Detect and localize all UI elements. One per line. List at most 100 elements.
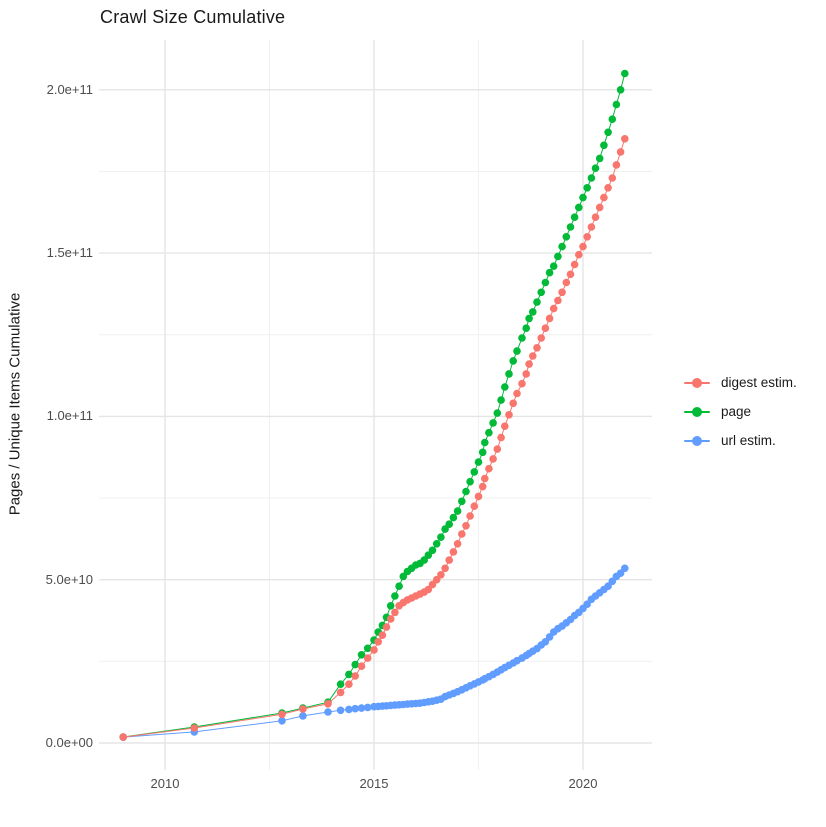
- data-point: [386, 615, 395, 623]
- data-point: [612, 161, 621, 169]
- data-point: [562, 278, 571, 287]
- data-point: [612, 100, 621, 109]
- data-point: [391, 592, 399, 600]
- data-point: [579, 193, 587, 202]
- data-point: [545, 268, 554, 277]
- data-point: [336, 680, 345, 688]
- data-point: [566, 223, 575, 231]
- data-point: [545, 314, 554, 323]
- data-point: [481, 474, 489, 483]
- data-point: [363, 644, 372, 653]
- y-tick-label: 1.0e+11: [46, 408, 93, 424]
- data-point: [466, 477, 474, 486]
- data-point: [493, 409, 502, 417]
- data-point: [587, 223, 596, 231]
- x-tick-label: 2020: [568, 776, 598, 791]
- legend-item-digest-estim: digest estim.: [684, 374, 797, 391]
- data-point: [558, 242, 566, 251]
- data-point: [533, 298, 541, 306]
- data-point: [621, 69, 629, 78]
- data-point: [386, 602, 395, 610]
- data-point: [470, 502, 479, 511]
- data-point: [570, 213, 579, 221]
- data-point: [497, 396, 505, 404]
- data-point: [336, 706, 345, 715]
- legend-item-page: page: [684, 403, 797, 420]
- data-point: [558, 288, 566, 297]
- x-tick-label: 2010: [150, 776, 180, 791]
- data-point: [501, 422, 509, 431]
- data-point: [505, 370, 513, 378]
- y-axis-title: Pages / Unique Items Cumulative: [6, 292, 24, 516]
- data-point: [621, 135, 629, 143]
- data-point: [449, 513, 458, 522]
- legend-dot-icon: [692, 407, 702, 417]
- data-point: [608, 115, 617, 123]
- data-point: [522, 370, 530, 378]
- data-point: [445, 556, 454, 564]
- data-point: [583, 184, 591, 192]
- data-point: [501, 383, 509, 391]
- data-point: [587, 174, 596, 182]
- data-point: [363, 654, 372, 662]
- data-point: [474, 492, 483, 501]
- data-point: [533, 344, 541, 352]
- data-point: [474, 458, 483, 466]
- data-point: [513, 347, 521, 355]
- data-point: [549, 304, 558, 313]
- data-point: [604, 128, 612, 137]
- legend: digest estim. page url estim.: [684, 374, 797, 461]
- data-point: [575, 203, 583, 212]
- data-point: [345, 670, 353, 679]
- data-point: [470, 468, 479, 476]
- data-point: [351, 660, 359, 669]
- data-point: [428, 546, 437, 555]
- data-point: [549, 262, 558, 270]
- data-point: [481, 438, 489, 447]
- chart-title: Crawl Size Cumulative: [100, 7, 286, 27]
- legend-label-digest: digest estim.: [721, 375, 797, 390]
- data-point: [462, 522, 470, 530]
- data-point: [441, 564, 449, 573]
- data-point: [518, 334, 526, 342]
- data-point: [449, 548, 458, 556]
- data-point: [299, 705, 307, 713]
- data-point: [370, 646, 378, 654]
- data-point: [437, 571, 445, 579]
- data-point: [509, 399, 517, 408]
- data-point: [529, 308, 537, 316]
- data-point: [537, 334, 545, 342]
- data-point: [541, 324, 550, 333]
- data-point: [485, 464, 493, 473]
- legend-key-page-icon: [684, 403, 710, 420]
- data-point: [591, 164, 600, 172]
- data-point: [575, 250, 583, 259]
- data-point: [345, 680, 353, 688]
- data-point: [278, 710, 286, 719]
- legend-label-url: url estim.: [721, 433, 776, 448]
- data-point: [505, 411, 513, 419]
- data-point: [299, 712, 307, 720]
- data-point: [458, 530, 466, 538]
- y-tick-label: 0.0e+00: [45, 735, 93, 750]
- data-point: [570, 260, 579, 269]
- y-tick-label: 2.0e+11: [46, 81, 93, 97]
- data-point: [382, 623, 391, 631]
- data-point: [537, 288, 545, 297]
- legend-key-digest-icon: [684, 374, 710, 391]
- data-point: [608, 174, 617, 182]
- legend-item-url-estim: url estim.: [684, 432, 797, 449]
- data-point: [509, 357, 517, 365]
- data-point: [621, 564, 629, 573]
- data-point: [351, 704, 359, 713]
- data-point: [541, 278, 550, 287]
- data-point: [566, 270, 575, 279]
- data-point: [513, 389, 521, 398]
- legend-dot-icon: [692, 378, 702, 388]
- data-point: [190, 724, 199, 732]
- data-point: [595, 203, 604, 212]
- data-point: [351, 672, 359, 680]
- data-point: [437, 533, 445, 541]
- data-point: [493, 445, 502, 453]
- legend-dot-icon: [692, 436, 702, 446]
